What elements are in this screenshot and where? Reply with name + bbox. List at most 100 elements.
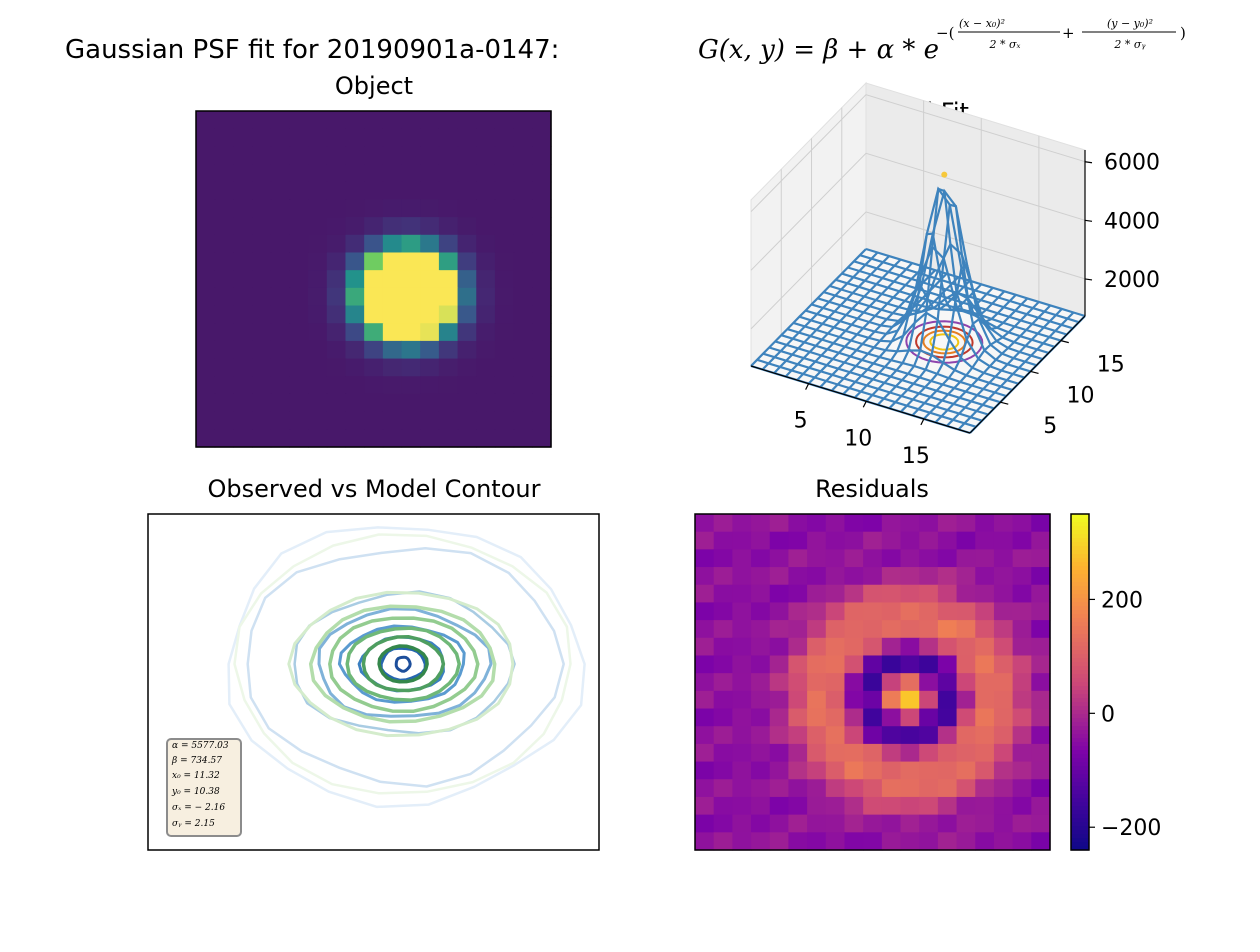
- colorbar-band: [1071, 706, 1089, 711]
- object-cell: [345, 305, 365, 324]
- residual-cell: [751, 690, 771, 710]
- residual-cell: [919, 814, 939, 833]
- residual-cell: [881, 726, 902, 745]
- object-cell: [532, 393, 552, 413]
- residual-cell: [993, 726, 1014, 745]
- object-cell: [270, 429, 291, 448]
- residual-cell: [975, 637, 995, 657]
- object-cell: [326, 376, 347, 395]
- residual-cell: [713, 761, 733, 780]
- residual-cell: [975, 708, 995, 727]
- object-cell: [196, 376, 216, 395]
- object-cell: [196, 287, 216, 307]
- object-cell: [513, 128, 533, 147]
- residual-cell: [751, 726, 771, 745]
- object-cell: [532, 305, 552, 324]
- residual-cell: [695, 743, 715, 763]
- object-cell: [457, 340, 477, 360]
- z-tick: [1084, 278, 1093, 281]
- residual-cell: [993, 743, 1014, 763]
- object-cell: [252, 287, 272, 307]
- residual-cell: [863, 584, 883, 604]
- object-cell: [438, 252, 459, 271]
- residual-cell: [863, 637, 883, 657]
- residual-cell: [937, 673, 958, 692]
- object-cell: [252, 128, 272, 147]
- object-cell: [214, 340, 234, 360]
- floor-contour: [929, 333, 960, 351]
- model-contour: [233, 533, 572, 795]
- object-cell: [438, 305, 459, 324]
- residual-cell: [769, 514, 790, 533]
- colorbar-band: [1071, 794, 1089, 799]
- object-cell: [364, 234, 384, 254]
- residual-cell: [713, 726, 733, 745]
- residual-cell: [807, 708, 827, 727]
- object-cell: [326, 234, 347, 254]
- object-cell: [289, 287, 309, 307]
- model-contour: [287, 590, 515, 738]
- residual-cell: [732, 726, 752, 745]
- wire-line: [807, 265, 925, 385]
- residual-cell: [844, 531, 864, 550]
- object-cell: [289, 323, 309, 342]
- wire-line: [923, 301, 1040, 420]
- colorbar-band: [1071, 666, 1089, 671]
- object-cell: [513, 305, 533, 324]
- object-cell: [289, 217, 309, 236]
- object-cell: [252, 199, 272, 218]
- object-cell: [252, 252, 272, 271]
- residual-cell: [1031, 726, 1051, 745]
- colorbar-band: [1071, 598, 1089, 603]
- residual-cell: [919, 567, 939, 586]
- residual-cell: [956, 779, 976, 798]
- object-cell: [252, 429, 272, 448]
- object-cell: [252, 340, 272, 360]
- residual-cell: [807, 796, 827, 816]
- colorbar-band: [1071, 634, 1089, 639]
- object-cell: [457, 287, 477, 307]
- residual-cell: [769, 832, 790, 851]
- residual-cell: [695, 708, 715, 727]
- residual-cell: [695, 637, 715, 657]
- residual-cell: [863, 690, 883, 710]
- object-cell: [513, 164, 533, 183]
- object-cell: [420, 323, 440, 342]
- object-cell: [326, 111, 347, 130]
- object-cell: [494, 323, 515, 342]
- residual-cell: [1012, 779, 1032, 798]
- object-cell: [308, 376, 328, 395]
- object-cell: [345, 323, 365, 342]
- object-cell: [289, 199, 309, 218]
- object-cell: [457, 234, 477, 254]
- object-cell: [476, 393, 496, 413]
- residual-cell: [993, 637, 1014, 657]
- residual-cell: [956, 726, 976, 745]
- object-cell: [196, 305, 216, 324]
- residual-cell: [825, 761, 846, 780]
- object-cell: [289, 252, 309, 271]
- residual-cell: [807, 567, 827, 586]
- residual-cell: [1031, 814, 1051, 833]
- observed-contour: [394, 655, 412, 673]
- object-cell: [252, 358, 272, 377]
- residual-cell: [695, 690, 715, 710]
- object-cell: [364, 305, 384, 324]
- colorbar-band: [1071, 774, 1089, 779]
- object-cell: [513, 358, 533, 377]
- fit-parameters-box: α = 5577.03 β = 734.57 x₀ = 11.32 y₀ = 1…: [166, 738, 242, 837]
- object-cell: [252, 323, 272, 342]
- z-tick-label: 4000: [1104, 209, 1160, 234]
- object-cell: [233, 411, 253, 430]
- residual-cell: [900, 743, 920, 763]
- object-cell: [438, 270, 459, 289]
- param-sigma-y: σᵧ = 2.15: [172, 819, 215, 829]
- colorbar-band: [1071, 642, 1089, 647]
- object-cell: [196, 393, 216, 413]
- object-cell: [364, 376, 384, 395]
- residual-cell: [975, 602, 995, 621]
- object-cell: [420, 199, 440, 218]
- object-cell: [308, 181, 328, 201]
- object-cell: [382, 429, 403, 448]
